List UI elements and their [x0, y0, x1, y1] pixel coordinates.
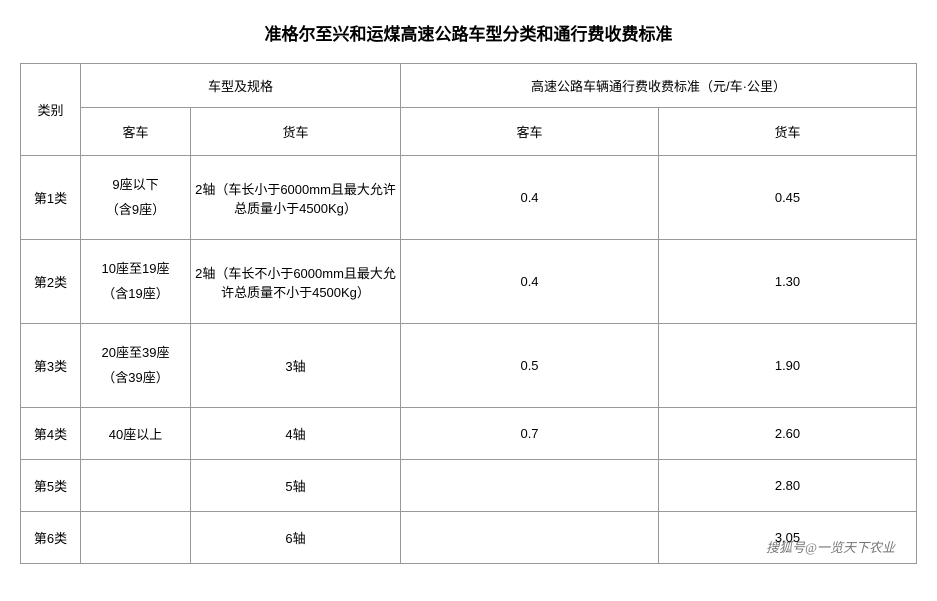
cell-truck-spec: 5轴: [191, 460, 401, 512]
cell-rate-bus: [401, 460, 659, 512]
th-rate-bus: 客车: [401, 108, 659, 156]
cell-rate-bus: 0.5: [401, 324, 659, 408]
cell-truck-spec: 6轴: [191, 512, 401, 564]
fee-table-body: 第1类9座以下（含9座）2轴（车长小于6000mm且最大允许总质量小于4500K…: [21, 156, 917, 564]
cell-bus-spec: 40座以上: [81, 408, 191, 460]
cell-bus-line2: （含39座）: [85, 366, 186, 391]
cell-bus-spec: 10座至19座（含19座）: [81, 240, 191, 324]
cell-rate-truck: 1.30: [659, 240, 917, 324]
table-row: 第6类 6轴 3.05: [21, 512, 917, 564]
cell-rate-truck: 3.05: [659, 512, 917, 564]
cell-bus-spec: 20座至39座（含39座）: [81, 324, 191, 408]
cell-truck-spec: 2轴（车长小于6000mm且最大允许总质量小于4500Kg）: [191, 156, 401, 240]
cell-rate-bus: [401, 512, 659, 564]
cell-truck-spec: 2轴（车长不小于6000mm且最大允许总质量不小于4500Kg）: [191, 240, 401, 324]
table-row: 第2类10座至19座（含19座）2轴（车长不小于6000mm且最大允许总质量不小…: [21, 240, 917, 324]
cell-bus-spec: [81, 512, 191, 564]
cell-bus-spec: [81, 460, 191, 512]
cell-rate-truck: 0.45: [659, 156, 917, 240]
cell-bus-line1: 10座至19座: [85, 257, 186, 282]
th-truck: 货车: [191, 108, 401, 156]
cell-bus-line1: 9座以下: [85, 173, 186, 198]
cell-bus-line2: （含19座）: [85, 282, 186, 307]
table-row: 第1类9座以下（含9座）2轴（车长小于6000mm且最大允许总质量小于4500K…: [21, 156, 917, 240]
cell-truck-spec: 3轴: [191, 324, 401, 408]
fee-table: 类别 车型及规格 高速公路车辆通行费收费标准（元/车·公里） 客车 货车 客车 …: [20, 63, 917, 564]
th-spec-group: 车型及规格: [81, 64, 401, 108]
th-rate-truck: 货车: [659, 108, 917, 156]
cell-rate-bus: 0.7: [401, 408, 659, 460]
table-row: 第3类20座至39座（含39座）3轴0.51.90: [21, 324, 917, 408]
cell-category: 第4类: [21, 408, 81, 460]
page-title: 准格尔至兴和运煤高速公路车型分类和通行费收费标准: [20, 20, 917, 45]
cell-category: 第3类: [21, 324, 81, 408]
page-wrap: 准格尔至兴和运煤高速公路车型分类和通行费收费标准 类别 车型及规格 高速公路车辆…: [20, 20, 917, 564]
cell-category: 第6类: [21, 512, 81, 564]
cell-category: 第2类: [21, 240, 81, 324]
cell-rate-truck: 2.60: [659, 408, 917, 460]
cell-bus-spec: 9座以下（含9座）: [81, 156, 191, 240]
cell-bus-line1: 20座至39座: [85, 341, 186, 366]
cell-rate-truck: 2.80: [659, 460, 917, 512]
table-row: 第5类 5轴 2.80: [21, 460, 917, 512]
cell-truck-spec: 4轴: [191, 408, 401, 460]
table-row: 第4类40座以上4轴0.72.60: [21, 408, 917, 460]
cell-rate-bus: 0.4: [401, 156, 659, 240]
th-category: 类别: [21, 64, 81, 156]
cell-category: 第1类: [21, 156, 81, 240]
cell-rate-bus: 0.4: [401, 240, 659, 324]
th-bus: 客车: [81, 108, 191, 156]
cell-rate-truck: 1.90: [659, 324, 917, 408]
cell-category: 第5类: [21, 460, 81, 512]
cell-bus-line2: （含9座）: [85, 198, 186, 223]
th-rate-group: 高速公路车辆通行费收费标准（元/车·公里）: [401, 64, 917, 108]
